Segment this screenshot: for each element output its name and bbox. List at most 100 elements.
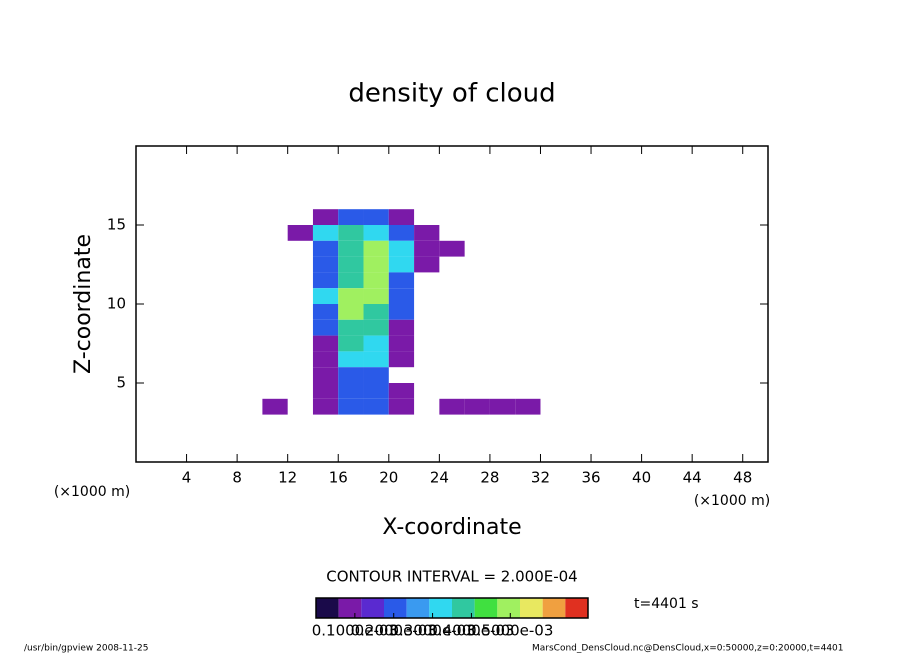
density-cell [414, 256, 440, 273]
density-cell [338, 304, 364, 320]
density-cell [388, 304, 415, 320]
x-tick-label: 48 [733, 469, 752, 487]
density-cell [312, 319, 339, 336]
density-cell [312, 335, 339, 352]
density-cell [363, 288, 389, 304]
density-cell [363, 225, 389, 241]
x-tick-label: 4 [182, 469, 192, 487]
colorbar-swatch [384, 598, 407, 618]
density-cell [312, 367, 339, 383]
density-cell [363, 383, 389, 399]
density-cell [388, 319, 415, 336]
density-cell [338, 240, 364, 257]
density-cell [363, 256, 389, 273]
density-cell [262, 398, 288, 415]
colorbar-swatch [316, 598, 339, 618]
density-cell [312, 351, 339, 368]
density-cell [363, 209, 389, 225]
density-cell [338, 398, 364, 415]
density-cell [338, 209, 364, 225]
density-cell [388, 351, 415, 368]
density-cell [363, 319, 389, 336]
density-cell [439, 240, 465, 257]
footer-right: MarsCond_DensCloud.nc@DensCloud,x=0:5000… [532, 644, 844, 654]
x-tick-label: 16 [329, 469, 348, 487]
colorbar-label: 0.2000e-03 [351, 622, 437, 640]
density-cell [414, 240, 440, 257]
density-cell [363, 367, 389, 383]
density-cell [312, 383, 339, 399]
x-unit: (×1000 m) [694, 493, 770, 509]
density-cell [388, 288, 415, 304]
y-unit: (×1000 m) [54, 484, 130, 500]
density-cell [388, 398, 415, 415]
density-cell [338, 288, 364, 304]
x-tick-label: 8 [232, 469, 242, 487]
density-cell [312, 225, 339, 241]
colorbar-swatch [565, 598, 588, 618]
x-tick-label: 32 [531, 469, 550, 487]
colorbar-label: 0.5000e-03 [467, 622, 553, 640]
density-cell [312, 288, 339, 304]
density-cell [312, 240, 339, 257]
density-cell [464, 398, 490, 415]
colorbar-swatch [452, 598, 475, 618]
density-cell [439, 398, 465, 415]
density-cell [338, 351, 364, 368]
density-cell [312, 398, 339, 415]
density-cell [363, 304, 389, 320]
density-cell [338, 367, 364, 383]
y-tick-label: 10 [107, 295, 126, 313]
density-cell [312, 209, 339, 225]
density-cell [338, 383, 364, 399]
density-cell [388, 240, 415, 257]
colorbar-label: 0.3000e-03 [389, 622, 475, 640]
density-cell [287, 225, 313, 241]
colorbar-swatch [406, 598, 430, 618]
x-tick-label: 44 [683, 469, 702, 487]
colorbar-swatch [497, 598, 520, 618]
x-tick-label: 12 [278, 469, 297, 487]
colorbar-frame [315, 597, 589, 619]
x-tick-label: 20 [379, 469, 398, 487]
density-cell [363, 335, 389, 352]
density-cell [312, 256, 339, 273]
density-cell [414, 225, 440, 241]
density-cell [489, 398, 516, 415]
y-tick-label: 15 [107, 216, 126, 234]
density-cell [388, 335, 415, 352]
plot-frame [135, 145, 769, 463]
density-cell [338, 319, 364, 336]
colorbar-label: 0.4000e-03 [428, 622, 514, 640]
x-tick-label: 36 [581, 469, 600, 487]
x-tick-label: 40 [632, 469, 651, 487]
colorbar-swatch [429, 598, 452, 618]
density-cell [388, 256, 415, 273]
time-label: t=4401 s [634, 596, 699, 612]
colorbar-swatch [474, 598, 498, 618]
density-cell [363, 240, 389, 257]
density-cell [388, 272, 415, 289]
density-cell [363, 398, 389, 415]
density-cell [363, 351, 389, 368]
contour-interval: CONTOUR INTERVAL = 2.000E-04 [326, 568, 577, 586]
density-cell [515, 398, 541, 415]
density-cell [338, 256, 364, 273]
x-tick-label: 24 [430, 469, 449, 487]
density-cell [388, 383, 415, 399]
y-axis-label: Z-coordinate [71, 234, 96, 374]
density-cell [312, 304, 339, 320]
density-cell [338, 272, 364, 289]
colorbar-label: 0.1000e-03 [312, 622, 398, 640]
colorbar-swatch [520, 598, 543, 618]
density-cell [363, 272, 389, 289]
colorbar-swatch [361, 598, 384, 618]
density-cell [388, 225, 415, 241]
density-cell [338, 335, 364, 352]
colorbar-swatch [542, 598, 566, 618]
x-axis-label: X-coordinate [382, 515, 521, 540]
x-tick-label: 28 [480, 469, 499, 487]
density-cell [312, 272, 339, 289]
